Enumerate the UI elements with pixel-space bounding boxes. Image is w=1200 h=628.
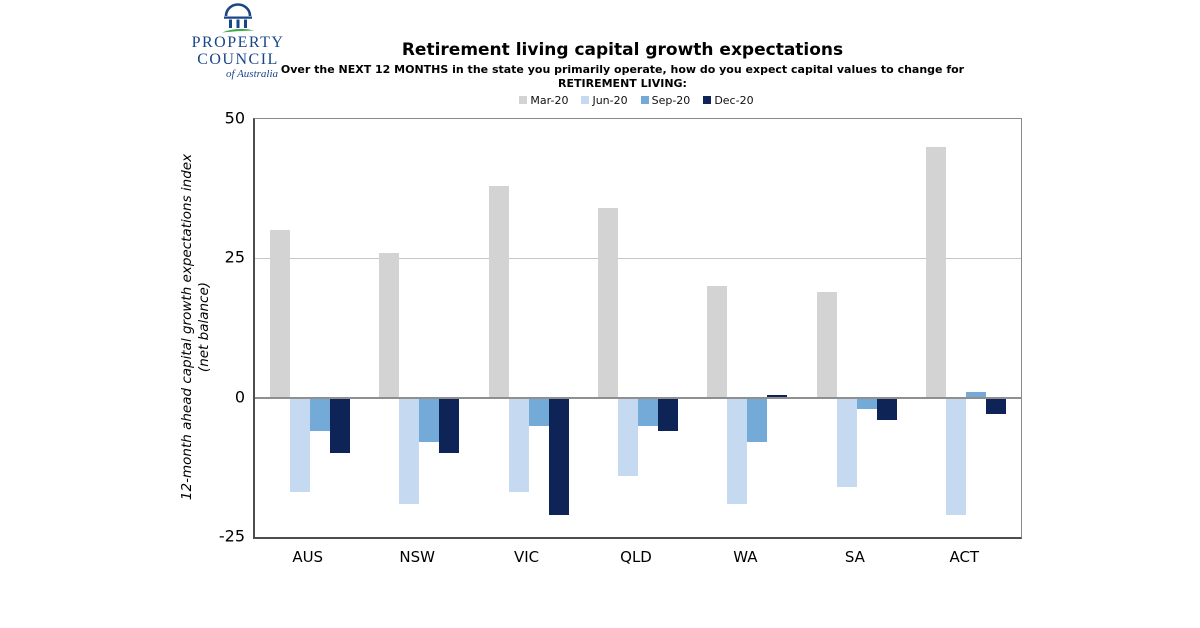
legend: Mar-20 Jun-20 Sep-20 Dec-20: [253, 92, 1020, 108]
category-label-act: ACT: [949, 548, 980, 566]
bar-jun-20-nsw: [399, 397, 420, 504]
bar-sep-20-wa: [747, 397, 768, 443]
zero-line: [255, 396, 1021, 399]
bar-mar-20-aus: [269, 230, 290, 398]
bar-jun-20-wa: [727, 397, 748, 504]
bar-mar-20-act: [926, 146, 947, 398]
logo-text-council: COUNCIL: [197, 51, 279, 68]
legend-item-dec-20: Dec-20: [703, 93, 754, 107]
chart-subtitle: Over the NEXT 12 MONTHS in the state you…: [280, 63, 965, 91]
legend-label-mar-20: Mar-20: [530, 93, 569, 107]
bar-jun-20-vic: [508, 397, 529, 493]
bar-mar-20-sa: [816, 291, 837, 398]
chart-title: Retirement living capital growth expecta…: [401, 40, 844, 60]
legend-swatch-sep-20: [640, 96, 649, 104]
category-label-qld: QLD: [620, 548, 652, 566]
legend-swatch-dec-20: [703, 96, 712, 104]
legend-item-sep-20: Sep-20: [640, 93, 691, 107]
pavilion-icon: [222, 3, 254, 33]
category-label-nsw: NSW: [399, 548, 435, 566]
y-tick-50: 50: [224, 108, 245, 128]
y-tick-25: 25: [224, 247, 245, 267]
property-council-logo: PROPERTY COUNCIL of Australia: [178, 3, 298, 80]
category-label-vic: VIC: [513, 548, 540, 566]
bar-sep-20-aus: [309, 397, 330, 432]
bar-dec-20-nsw: [439, 397, 460, 454]
bar-jun-20-act: [946, 397, 967, 515]
bar-dec-20-act: [986, 397, 1007, 415]
legend-swatch-jun-20: [581, 96, 590, 104]
bar-sep-20-sa: [856, 397, 877, 409]
y-axis-title: 12-month ahead capital growth expectatio…: [179, 117, 213, 537]
y-axis-title-line2: (net balance): [196, 281, 212, 373]
logo-text-property: PROPERTY: [191, 34, 285, 51]
bar-dec-20-sa: [876, 397, 897, 420]
bar-dec-20-qld: [658, 397, 678, 432]
bar-sep-20-vic: [528, 397, 549, 426]
bar-jun-20-aus: [289, 397, 310, 493]
logo-text-of-australia: of Australia: [225, 68, 279, 80]
bar-sep-20-act: [966, 392, 987, 398]
plot-area: [253, 118, 1022, 539]
bar-dec-20-wa: [767, 394, 788, 398]
bar-mar-20-nsw: [379, 252, 400, 398]
bar-mar-20-qld: [598, 208, 618, 398]
bar-mar-20-wa: [707, 286, 728, 398]
bar-jun-20-qld: [618, 397, 638, 476]
legend-swatch-mar-20: [519, 96, 528, 104]
legend-item-mar-20: Mar-20: [519, 94, 568, 107]
bar-sep-20-nsw: [419, 397, 440, 443]
bar-sep-20-qld: [638, 397, 658, 426]
y-tick-0: 0: [234, 387, 245, 407]
chart-header: Retirement living capital growth expecta…: [250, 40, 995, 92]
bar-dec-20-vic: [548, 397, 569, 515]
y-tick--25: -25: [218, 526, 245, 546]
gridline-25: [255, 258, 1021, 260]
legend-label-dec-20: Dec-20: [714, 93, 754, 107]
category-label-aus: AUS: [292, 548, 324, 566]
legend-label-jun-20: Jun-20: [592, 93, 628, 107]
y-axis-title-line1: 12-month ahead capital growth expectatio…: [179, 153, 196, 501]
bar-dec-20-aus: [329, 397, 350, 454]
bar-jun-20-sa: [836, 397, 857, 487]
legend-item-jun-20: Jun-20: [581, 93, 628, 107]
category-label-wa: WA: [733, 548, 758, 566]
bar-mar-20-vic: [488, 185, 509, 398]
category-label-sa: SA: [844, 548, 865, 566]
legend-label-sep-20: Sep-20: [651, 93, 691, 107]
